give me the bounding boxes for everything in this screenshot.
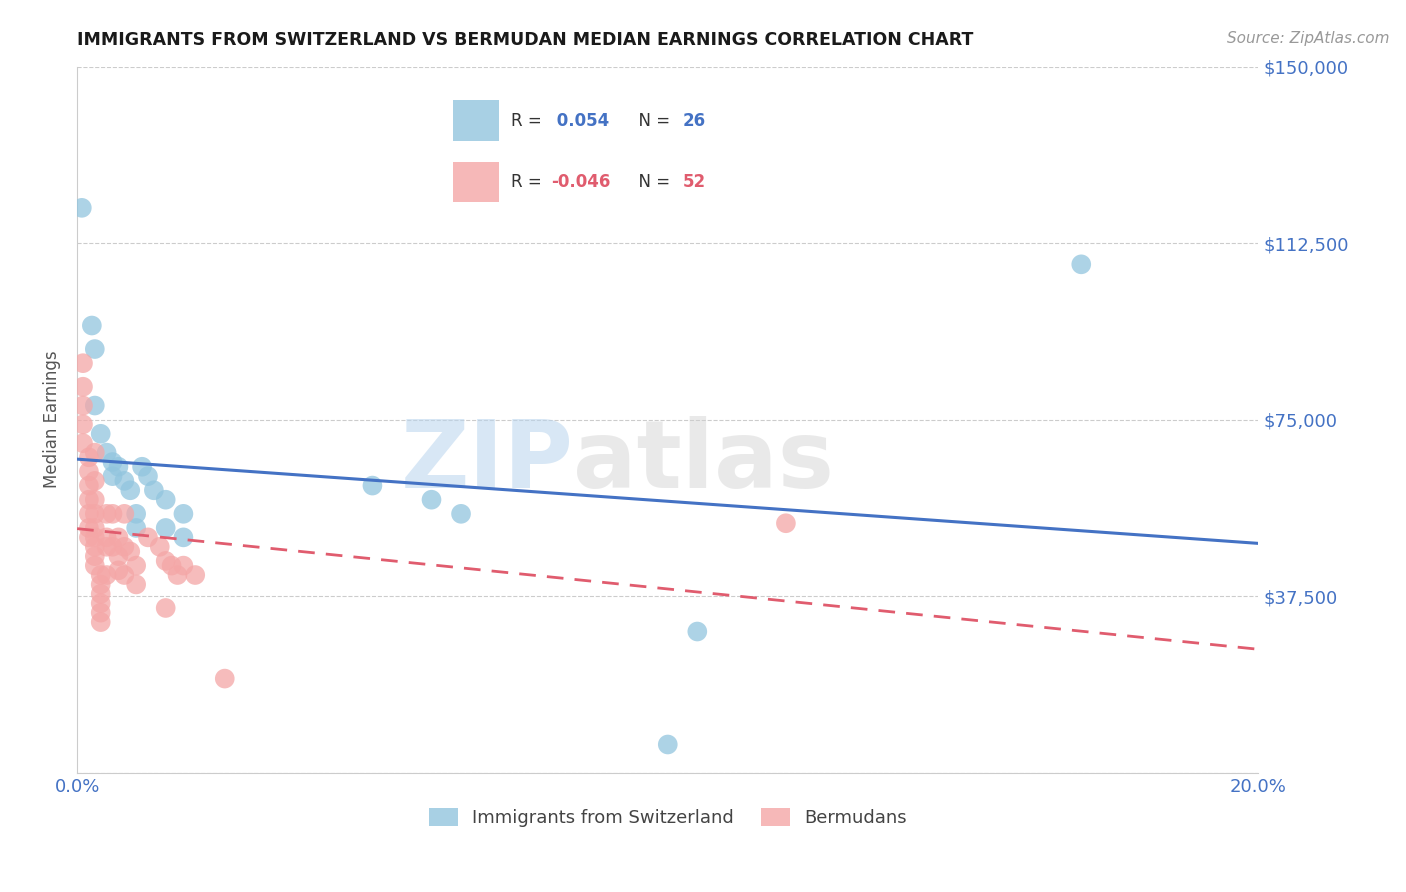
Point — [107, 459, 129, 474]
Point — [214, 672, 236, 686]
Text: IMMIGRANTS FROM SWITZERLAND VS BERMUDAN MEDIAN EARNINGS CORRELATION CHART: IMMIGRANTS FROM SWITZERLAND VS BERMUDAN … — [77, 31, 974, 49]
Point — [775, 516, 797, 531]
Text: atlas: atlas — [574, 416, 834, 508]
Point — [96, 445, 118, 459]
Point — [77, 465, 100, 479]
Point — [155, 492, 177, 507]
Point — [83, 549, 105, 564]
Point — [90, 587, 112, 601]
Point — [83, 558, 105, 573]
Point — [90, 577, 112, 591]
Point — [101, 455, 124, 469]
Point — [101, 507, 124, 521]
Point — [125, 558, 148, 573]
Point — [90, 596, 112, 610]
Point — [112, 540, 135, 554]
Point — [83, 342, 105, 356]
Point — [172, 558, 194, 573]
Point — [112, 507, 135, 521]
Point — [90, 615, 112, 629]
Point — [160, 558, 183, 573]
Point — [72, 356, 94, 370]
Point — [1070, 257, 1092, 271]
Point — [77, 521, 100, 535]
Point — [90, 426, 112, 441]
Point — [131, 459, 153, 474]
Point — [77, 478, 100, 492]
Point — [184, 568, 207, 582]
Point — [77, 450, 100, 465]
Text: ZIP: ZIP — [401, 416, 574, 508]
Point — [72, 436, 94, 450]
Point — [83, 492, 105, 507]
Point — [120, 544, 142, 558]
Point — [136, 530, 159, 544]
Text: Source: ZipAtlas.com: Source: ZipAtlas.com — [1226, 31, 1389, 46]
Point — [70, 201, 93, 215]
Point — [83, 521, 105, 535]
Point — [172, 507, 194, 521]
Point — [166, 568, 188, 582]
Point — [155, 601, 177, 615]
Point — [90, 606, 112, 620]
Point — [361, 478, 384, 492]
Y-axis label: Median Earnings: Median Earnings — [44, 351, 60, 489]
Point — [77, 507, 100, 521]
Point — [657, 738, 679, 752]
Point — [101, 469, 124, 483]
Point — [112, 474, 135, 488]
Point — [107, 563, 129, 577]
Point — [83, 474, 105, 488]
Legend: Immigrants from Switzerland, Bermudans: Immigrants from Switzerland, Bermudans — [422, 801, 914, 834]
Point — [96, 540, 118, 554]
Point — [83, 399, 105, 413]
Point — [107, 549, 129, 564]
Point — [83, 445, 105, 459]
Point — [120, 483, 142, 498]
Point — [172, 530, 194, 544]
Point — [96, 530, 118, 544]
Point — [72, 380, 94, 394]
Point — [72, 399, 94, 413]
Point — [420, 492, 443, 507]
Point — [96, 507, 118, 521]
Point — [83, 530, 105, 544]
Point — [142, 483, 165, 498]
Point — [450, 507, 472, 521]
Point — [136, 469, 159, 483]
Point — [90, 568, 112, 582]
Point — [96, 568, 118, 582]
Point — [125, 521, 148, 535]
Point — [686, 624, 709, 639]
Point — [77, 530, 100, 544]
Point — [125, 507, 148, 521]
Point — [155, 554, 177, 568]
Point — [80, 318, 103, 333]
Point — [149, 540, 172, 554]
Point — [72, 417, 94, 432]
Point — [155, 521, 177, 535]
Point — [77, 492, 100, 507]
Point — [83, 540, 105, 554]
Point — [107, 530, 129, 544]
Point — [125, 577, 148, 591]
Point — [83, 507, 105, 521]
Point — [112, 568, 135, 582]
Point — [101, 540, 124, 554]
